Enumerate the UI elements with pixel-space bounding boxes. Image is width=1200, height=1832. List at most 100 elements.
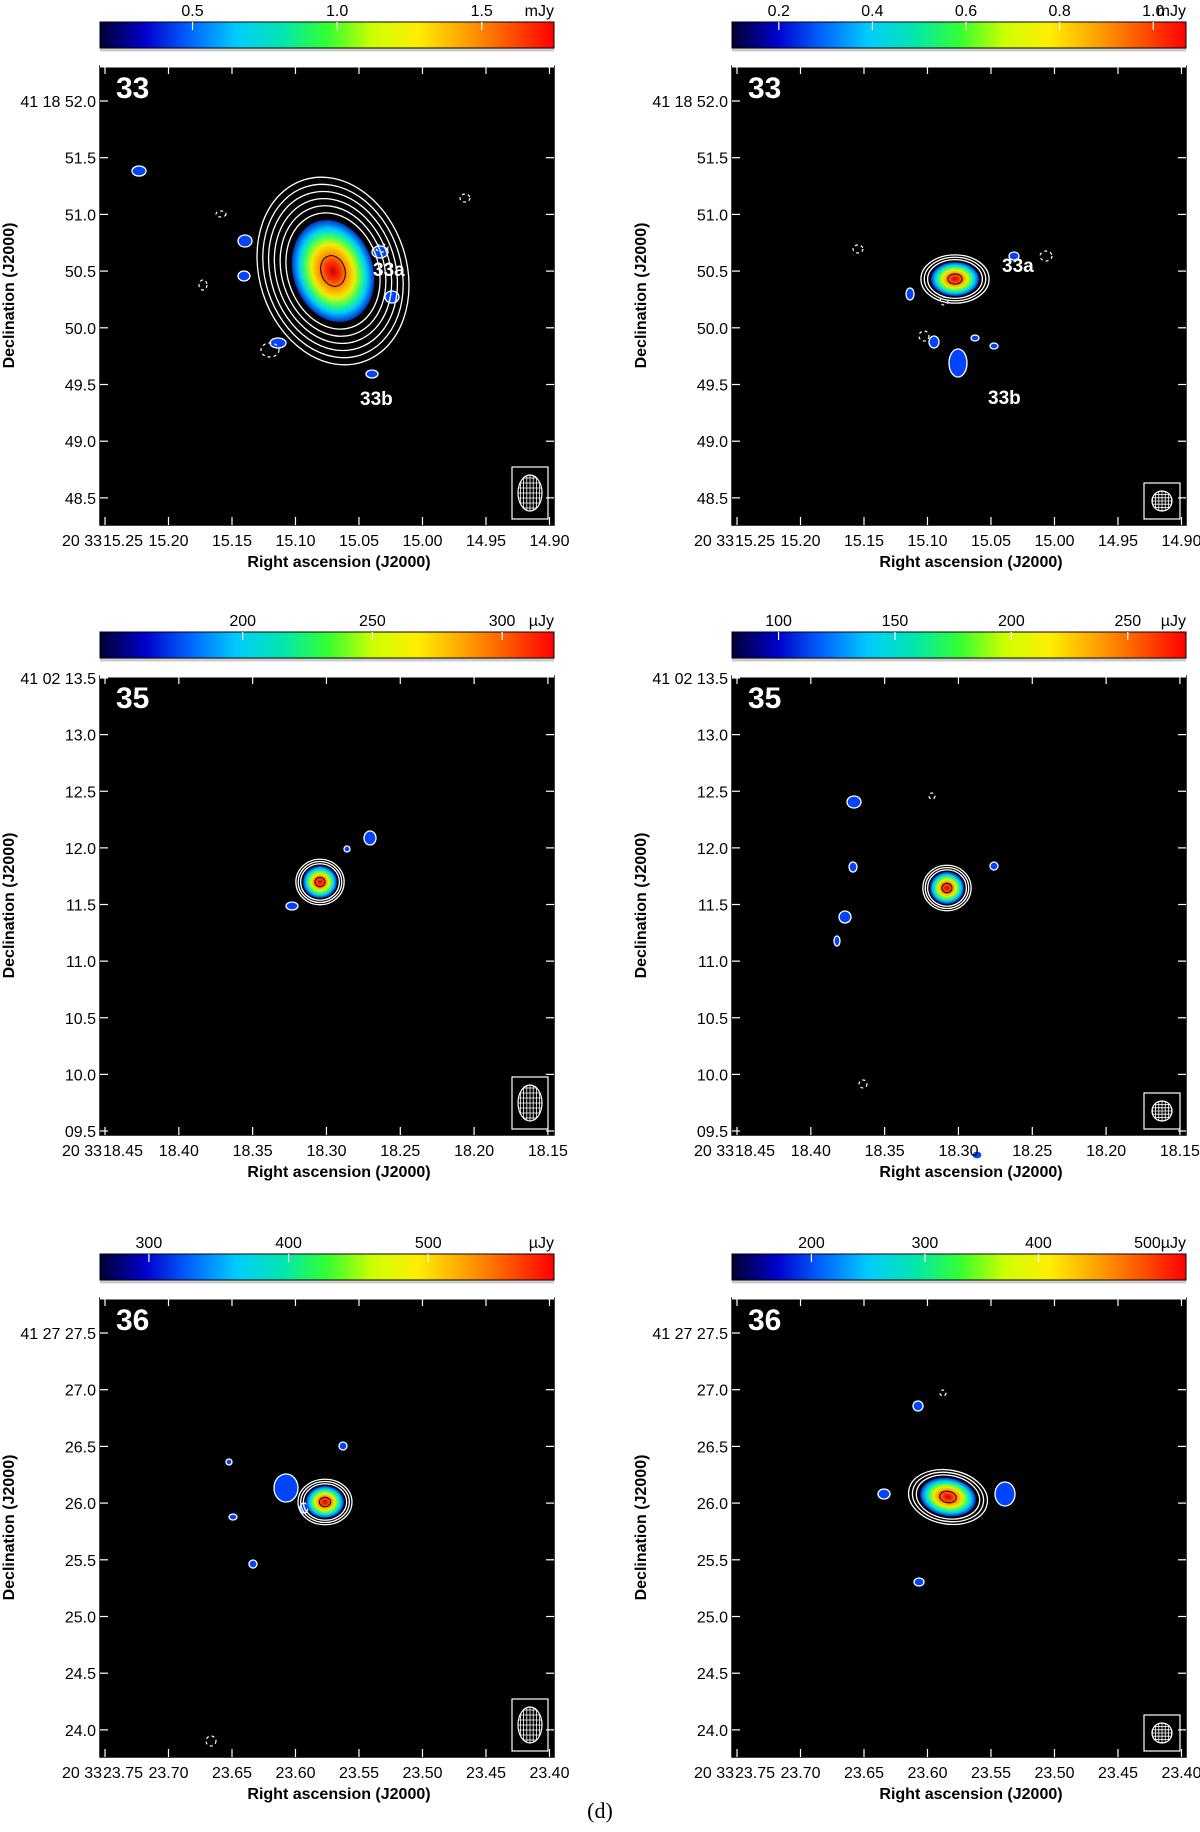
ra-tick-label: 23.70 [780,1765,820,1782]
emission-spot [225,1458,233,1466]
dec-top-tick-label: 41 18 52.0 [652,94,728,111]
colorbar-tick-label: 200 [229,613,256,630]
dec-top-tick-label: 41 27 27.5 [652,1326,728,1343]
contour-line [267,190,399,352]
dec-tick-label: 50.0 [65,321,96,338]
ra-tick-label: 14.90 [529,533,569,550]
contour-line [279,205,387,337]
colorbar-unit: mJy [1157,3,1186,20]
dec-top-tick-label: 41 27 27.5 [20,1326,96,1343]
colorbar [731,631,1187,659]
colorbar-unit: µJy [529,1235,554,1252]
colorbar-tick-label: 0.2 [768,3,790,20]
dec-axis-label: Declination (J2000) [633,1455,650,1601]
ra-prefix: 20 33 [62,1765,102,1782]
negative-contour [215,210,227,218]
emission-spot [913,1577,925,1587]
dec-tick-label: 51.0 [697,207,728,224]
colorbar [99,1253,555,1281]
ra-tick-label: 18.15 [528,1143,568,1160]
ra-tick-label: 23.55 [339,1765,379,1782]
ra-axis-label: Right ascension (J2000) [247,1786,430,1803]
dec-tick-label: 26.0 [697,1496,728,1513]
dec-tick-label: 49.0 [697,434,728,451]
source-id-label: 33 [748,72,781,105]
colorbar [99,631,555,659]
ra-tick-label: 15.20 [780,533,820,550]
panel-source-35-left: 200 250 300 µJy 35 18.45 18.40 18.35 18.30 18.25 1… [0,610,600,1210]
dec-tick-label: 12.0 [65,841,96,858]
contour-line [915,1474,981,1520]
negative-contour [198,279,208,291]
colorbar-tick-label: 300 [136,1235,163,1252]
colorbar-tick-label: 1.5 [471,3,493,20]
ra-tick-label: 23.65 [844,1765,884,1782]
ra-tick-label: 23.45 [1098,1765,1138,1782]
dec-tick-label: 26.5 [697,1439,728,1456]
contour-line [297,1478,353,1526]
dec-tick-label: 11.0 [66,954,96,971]
contour-line [273,197,393,345]
emission-spot [848,861,858,873]
dec-tick-label: 49.0 [65,434,96,451]
ra-tick-label: 23.55 [971,1765,1011,1782]
emission-spot [905,287,915,301]
emission-map [131,165,471,379]
emission-spot [343,845,351,853]
emission-spot [269,337,287,349]
panel-source-36-right: 200 300 400 500µJy 36 23.75 23.70 23.65 23.60 23.… [632,1232,1200,1832]
colorbar-tick-label: 250 [1114,613,1141,630]
contour-line [926,869,968,907]
emission-peak [930,872,964,904]
dec-tick-label: 12.5 [697,784,728,801]
ra-axis-label: Right ascension (J2000) [247,1164,430,1181]
dec-tick-label: 51.0 [65,207,96,224]
ra-tick-label: 18.25 [380,1143,420,1160]
colorbar [731,21,1187,49]
ra-axis-label: Right ascension (J2000) [879,554,1062,571]
dec-tick-label: 12.0 [697,841,728,858]
negative-contour [918,330,930,342]
contour-line [926,258,984,300]
dec-tick-label: 51.5 [697,151,728,168]
emission-spot [363,830,377,846]
map-figure: 100 150 200 250 µJy 35 18.45 18.40 18.35 18.30 18.… [633,613,1200,1181]
ra-tick-label: 18.45 [103,1143,143,1160]
source-id-label: 36 [748,1304,781,1337]
ra-prefix: 20 33 [62,1143,102,1160]
colorbar-tick-label: 0.4 [861,3,883,20]
map-image [99,1297,555,1758]
colorbar-tick-label: 200 [998,613,1025,630]
negative-contour [375,243,389,253]
negative-contour [260,342,280,358]
ra-tick-label: 23.50 [402,1765,442,1782]
dec-tick-label: 10.0 [65,1067,96,1084]
ra-tick-label: 23.45 [466,1765,506,1782]
dec-tick-label: 48.5 [697,491,728,508]
colorbar-unit: mJy [525,3,554,20]
ra-axis-label: Right ascension (J2000) [879,1786,1062,1803]
emission-spot [228,1513,238,1521]
emission-spot [237,234,253,248]
emission-peak [291,220,375,322]
colorbar-tick-label: 150 [882,613,909,630]
ra-tick-label: 18.45 [735,1143,775,1160]
ra-tick-label: 15.05 [339,533,379,550]
emission-spot [989,861,999,871]
colorbar-tick-label: 0.8 [1049,3,1071,20]
ra-tick-label: 15.05 [971,533,1011,550]
ra-tick-label: 14.90 [1161,533,1200,550]
ra-tick-label: 18.40 [159,1143,199,1160]
colorbar-tick-label: 1.0 [326,3,348,20]
emission-map [285,830,377,911]
dec-tick-label: 50.5 [65,264,96,281]
dec-tick-label: 11.5 [66,898,96,915]
ra-tick-label: 18.40 [791,1143,831,1160]
panel-source-36-left: 300 400 500 µJy 36 23.75 23.70 23.65 23.60 23.55 2… [0,1232,600,1832]
dec-tick-label: 25.5 [65,1553,96,1570]
ra-tick-label: 23.60 [275,1765,315,1782]
dec-tick-label: 10.0 [697,1067,728,1084]
dec-tick-label: 50.5 [697,264,728,281]
ra-tick-label: 15.15 [844,533,884,550]
